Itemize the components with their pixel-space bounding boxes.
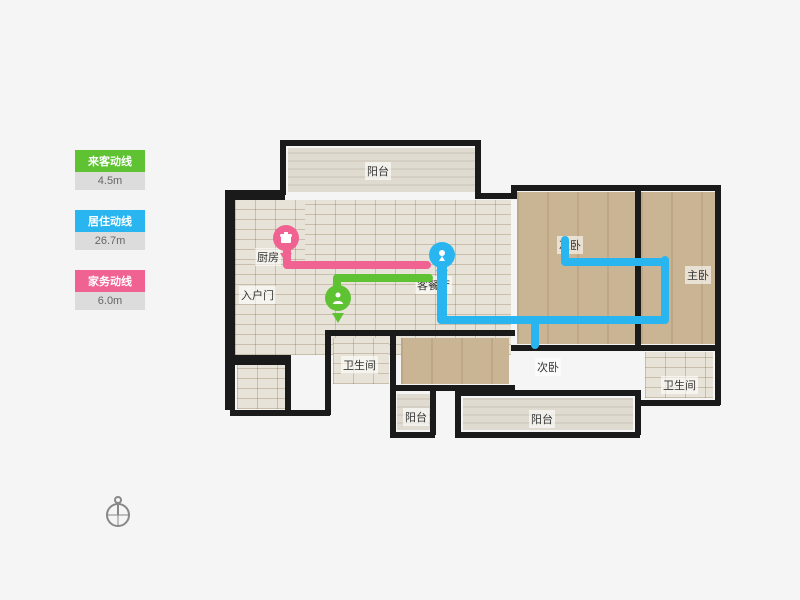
wall xyxy=(280,140,480,146)
wall xyxy=(390,432,435,438)
legend-label: 居住动线 xyxy=(75,210,145,232)
wall xyxy=(455,432,640,438)
room-label: 主卧 xyxy=(685,266,711,284)
wall xyxy=(635,390,641,435)
legend-value: 4.5m xyxy=(75,172,145,190)
wall xyxy=(475,140,481,195)
floor-plan: 阳台厨房客餐厅次卧主卧卫生间次卧卫生间阳台阳台入户门 xyxy=(225,130,755,450)
wall xyxy=(511,345,641,351)
wall xyxy=(455,390,640,396)
wall xyxy=(285,355,291,415)
wall xyxy=(230,410,290,416)
legend: 来客动线 4.5m 居住动线 26.7m 家务动线 6.0m xyxy=(75,150,145,330)
wall xyxy=(230,355,290,365)
wall xyxy=(325,330,395,336)
room-label: 卫生间 xyxy=(341,356,378,374)
room-floor xyxy=(517,192,635,344)
room-floor xyxy=(401,338,509,384)
compass-icon xyxy=(100,495,136,536)
wall xyxy=(430,390,436,435)
room-label: 阳台 xyxy=(529,410,555,428)
legend-item-guest: 来客动线 4.5m xyxy=(75,150,145,190)
wall xyxy=(640,345,720,351)
wall xyxy=(715,185,721,350)
wall xyxy=(455,390,461,435)
wall xyxy=(390,330,396,390)
wall xyxy=(640,400,720,406)
legend-label: 家务动线 xyxy=(75,270,145,292)
room-label: 次卧 xyxy=(535,358,561,376)
wall xyxy=(280,140,286,195)
wall xyxy=(635,185,641,350)
legend-value: 6.0m xyxy=(75,292,145,310)
kitchen-pin-icon xyxy=(273,225,299,259)
entrance-pin-icon xyxy=(325,285,351,319)
wall xyxy=(390,390,396,435)
legend-value: 26.7m xyxy=(75,232,145,250)
living-pin-icon xyxy=(429,242,455,276)
wall xyxy=(715,345,721,405)
wall xyxy=(395,330,515,336)
wall xyxy=(511,185,721,191)
legend-item-housework: 家务动线 6.0m xyxy=(75,270,145,310)
legend-label: 来客动线 xyxy=(75,150,145,172)
room-label: 次卧 xyxy=(557,236,583,254)
room-label: 阳台 xyxy=(403,408,429,426)
wall xyxy=(325,330,331,415)
legend-item-living: 居住动线 26.7m xyxy=(75,210,145,250)
wall xyxy=(285,410,330,416)
room-label: 卫生间 xyxy=(661,376,698,394)
wall xyxy=(225,190,235,410)
room-floor xyxy=(237,365,285,409)
room-label: 阳台 xyxy=(365,162,391,180)
room-label: 入户门 xyxy=(239,286,276,304)
wall xyxy=(475,193,515,199)
wall xyxy=(225,190,285,200)
